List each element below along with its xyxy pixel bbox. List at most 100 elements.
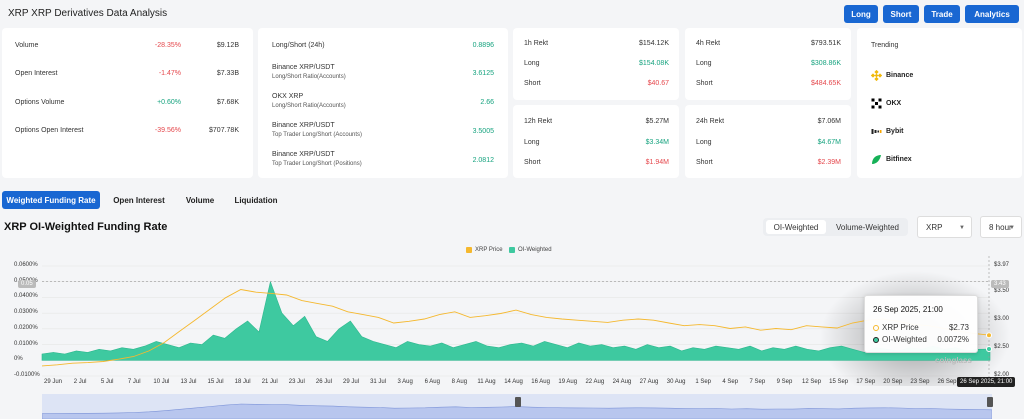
rekt-long-label: Long xyxy=(696,139,712,146)
x-tick-label: 4 Sep xyxy=(722,379,739,385)
tab-liquidation[interactable]: Liquidation xyxy=(234,195,278,205)
stat-change: -1.47% xyxy=(158,70,181,77)
stat-label: Options Volume xyxy=(15,99,65,106)
stat-value: $707.78K xyxy=(209,127,239,134)
legend-label: XRP Price xyxy=(475,247,503,253)
oi-weighted-option[interactable]: OI-Weighted xyxy=(766,220,826,234)
trending-item-label: Binance xyxy=(886,71,914,79)
y-right-tick-label: $3.50 xyxy=(994,288,1010,295)
interval-select-value: 8 hour xyxy=(989,222,1012,232)
x-tick-label: 20 Sep xyxy=(883,379,903,385)
x-tick-label: 26 Sep xyxy=(937,379,957,385)
chevron-down-icon: ▼ xyxy=(1009,225,1015,231)
rekt-total: $793.51K xyxy=(811,40,841,47)
coin-select[interactable]: XRP ▼ xyxy=(917,216,972,238)
y-left-tick-label: 0.0200% xyxy=(14,324,38,331)
legend-item-price[interactable]: XRP Price xyxy=(466,247,503,253)
trade-button[interactable]: Trade xyxy=(924,5,960,23)
stat-label: Volume xyxy=(15,42,39,49)
crosshair-x-label: 26 Sep 2025, 21:00 xyxy=(957,377,1016,387)
x-tick-label: 2 Jul xyxy=(73,379,87,385)
coin-select-value: XRP xyxy=(926,222,943,232)
legend-item-oi-weighted[interactable]: OI-Weighted xyxy=(509,247,552,253)
ratio-label: OKX XRP Long/Short Ratio(Accounts) xyxy=(272,93,346,109)
x-tick-label: 3 Aug xyxy=(397,379,413,385)
navigator-left-handle[interactable] xyxy=(515,397,521,407)
page-title: XRP XRP Derivatives Data Analysis xyxy=(8,8,168,19)
ratio-value: 0.8896 xyxy=(472,42,494,49)
x-tick-label: 17 Sep xyxy=(856,379,876,385)
x-tick-label: 31 Jul xyxy=(370,379,387,385)
analytics-button[interactable]: Analytics xyxy=(965,5,1019,23)
x-tick-label: 27 Aug xyxy=(639,379,659,385)
stat-change: +0.60% xyxy=(157,99,181,106)
okx-icon xyxy=(871,98,882,108)
x-tick-label: 14 Aug xyxy=(504,379,523,385)
rekt-long-label: Long xyxy=(524,139,540,146)
navigator-area xyxy=(42,403,992,419)
ratio-label: Binance XRP/USDT Top Trader Long/Short (A… xyxy=(272,122,363,138)
x-tick-label: 26 Jul xyxy=(315,379,332,385)
trending-item-label: OKX xyxy=(886,99,902,107)
tooltip-date: 26 Sep 2025, 21:00 xyxy=(873,305,943,314)
tab-weighted-funding-rate[interactable]: Weighted Funding Rate xyxy=(2,191,100,209)
interval-select[interactable]: 8 hour ▼ xyxy=(980,216,1022,238)
tab-open-interest[interactable]: Open Interest xyxy=(113,195,165,205)
ratio-value: 3.5005 xyxy=(472,128,494,135)
x-tick-label: 7 Jul xyxy=(127,379,141,385)
x-tick-label: 6 Aug xyxy=(424,379,440,385)
tooltip-price-row: XRP Price $2.73 xyxy=(873,323,969,332)
trending-item-bitfinex[interactable]: Bitfinex xyxy=(871,153,912,165)
x-tick-label: 24 Aug xyxy=(612,379,632,385)
y-left-tick-label: 0.0400% xyxy=(14,293,38,300)
tooltip-rate-row: OI-Weighted 0.0072% xyxy=(873,335,969,344)
rekt-title: 4h Rekt xyxy=(696,40,721,47)
x-tick-label: 9 Sep xyxy=(776,379,793,385)
stat-value: $7.68K xyxy=(216,99,239,106)
rekt-long-value: $4.67M xyxy=(817,139,841,146)
trending-item-okx[interactable]: OKX xyxy=(871,97,901,109)
trending-item-binance[interactable]: Binance xyxy=(871,69,913,81)
ratio-sublabel: Top Trader Long/Short (Accounts) xyxy=(272,132,363,138)
x-tick-label: 22 Aug xyxy=(585,379,605,385)
rekt-24h-card: 24h Rekt $7.06M Long $4.67M Short $2.39M xyxy=(685,105,851,178)
x-tick-label: 8 Aug xyxy=(451,379,468,385)
short-button[interactable]: Short xyxy=(883,5,919,23)
ratio-sublabel: Long/Short Ratio(Accounts) xyxy=(272,74,346,80)
navigator-right-handle[interactable] xyxy=(987,397,993,407)
x-tick-label: 13 Jul xyxy=(180,379,197,385)
price-hover-point xyxy=(986,332,992,339)
tooltip-rate-value: 0.0072% xyxy=(937,335,969,344)
tooltip-price-value: $2.73 xyxy=(948,323,969,332)
ratio-value: 2.66 xyxy=(480,99,494,106)
y-left-tick-label: 0.0100% xyxy=(14,340,38,347)
x-tick-label: 7 Sep xyxy=(749,379,766,385)
y-right-tick-label: $3.97 xyxy=(994,262,1010,268)
bitfinex-icon xyxy=(872,154,881,164)
stat-value: $9.12B xyxy=(216,42,239,49)
rekt-long-value: $308.86K xyxy=(811,60,841,67)
x-tick-label: 15 Jul xyxy=(207,379,224,385)
rekt-long-value: $3.34M xyxy=(645,139,669,146)
chevron-down-icon: ▼ xyxy=(959,225,965,231)
x-tick-label: 18 Jul xyxy=(234,379,251,385)
rekt-12h-card: 12h Rekt $5.27M Long $3.34M Short $1.94M xyxy=(513,105,679,178)
x-tick-label: 11 Aug xyxy=(477,379,496,385)
stat-label: Open Interest xyxy=(15,70,58,77)
weighting-toggle: OI-Weighted Volume-Weighted xyxy=(763,218,908,236)
x-tick-label: 23 Sep xyxy=(910,379,930,385)
trending-item-label: Bitfinex xyxy=(886,155,912,163)
long-short-ratio-card: Long/Short (24h) 0.8896 Binance XRP/USDT… xyxy=(258,28,508,178)
tab-volume[interactable]: Volume xyxy=(185,195,215,205)
x-tick-label: 30 Aug xyxy=(666,379,686,385)
long-button[interactable]: Long xyxy=(844,5,878,23)
x-tick-label: 29 Jul xyxy=(342,379,360,385)
stat-change: -28.35% xyxy=(154,42,181,49)
x-tick-label: 15 Sep xyxy=(829,379,849,385)
x-tick-label: 16 Aug xyxy=(531,379,550,385)
trending-item-bybit[interactable]: Bybit xyxy=(871,125,904,137)
volume-weighted-option[interactable]: Volume-Weighted xyxy=(836,222,899,232)
rekt-short-value: $1.94M xyxy=(645,159,669,166)
rekt-1h-card: 1h Rekt $154.12K Long $154.08K Short $40.67 xyxy=(513,28,679,100)
top-bar: XRP XRP Derivatives Data Analysis Long S… xyxy=(0,0,1024,28)
